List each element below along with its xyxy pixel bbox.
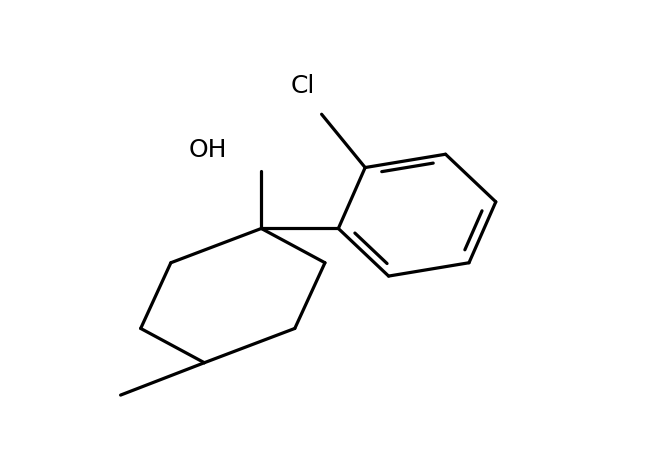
Text: Cl: Cl bbox=[291, 74, 315, 98]
Text: OH: OH bbox=[188, 138, 227, 162]
